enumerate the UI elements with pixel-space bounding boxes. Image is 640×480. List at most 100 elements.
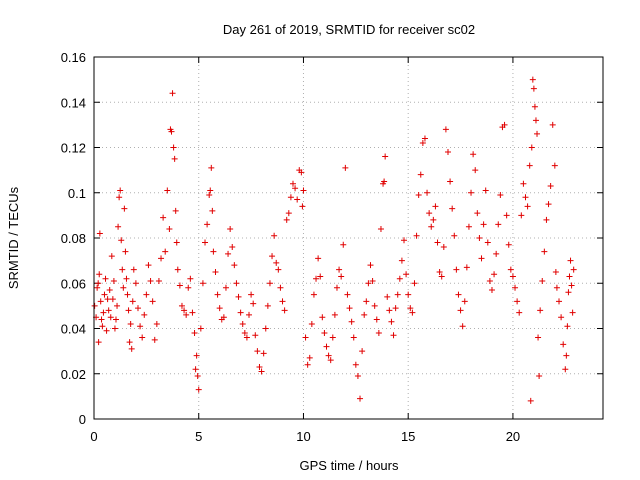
plot-frame [93, 56, 604, 420]
data-point [124, 291, 131, 298]
data-point [319, 314, 326, 321]
data-point [246, 311, 253, 318]
data-point [369, 277, 376, 284]
data-point [419, 139, 426, 146]
data-point [371, 302, 378, 309]
data-point [518, 212, 525, 219]
data-point [254, 348, 261, 355]
x-tick-label: 10 [296, 429, 310, 444]
data-point [432, 203, 439, 210]
data-point [321, 330, 328, 337]
data-point [283, 216, 290, 223]
data-point [338, 273, 345, 280]
data-point [484, 239, 491, 246]
data-point [344, 291, 351, 298]
data-point [440, 244, 447, 251]
data-point [264, 302, 271, 309]
data-point [569, 309, 576, 316]
data-point [505, 241, 512, 248]
x-axis-label: GPS time / hours [300, 458, 399, 473]
data-point [567, 257, 574, 264]
data-point [168, 128, 175, 135]
data-point [403, 271, 410, 278]
data-point [424, 189, 431, 196]
y-tick-label: 0 [79, 412, 86, 427]
data-point [361, 311, 368, 318]
data-point [110, 277, 117, 284]
data-point [95, 280, 102, 287]
data-point [348, 318, 355, 325]
data-point [430, 216, 437, 223]
data-point [181, 307, 188, 314]
data-point [512, 284, 519, 291]
axis-ticks: 0 0.02 0.04 0.06 0.08 0.1 0.12 0.14 0.16 0 5 10 15 20 [61, 50, 603, 444]
data-point [308, 320, 315, 327]
data-point [147, 277, 154, 284]
data-point [532, 117, 539, 124]
data-point [346, 305, 353, 312]
data-point [103, 327, 110, 334]
data-point [212, 268, 219, 275]
data-point [123, 275, 130, 282]
data-point [482, 187, 489, 194]
y-axis-label: SRMTID / TECUs [6, 186, 21, 289]
data-point [465, 223, 472, 230]
data-point [350, 334, 357, 341]
data-point [214, 291, 221, 298]
data-point [470, 151, 477, 158]
data-point [207, 187, 214, 194]
data-point [545, 201, 552, 208]
data-point [457, 307, 464, 314]
data-point [98, 316, 105, 323]
data-point [503, 212, 510, 219]
data-point [522, 194, 529, 201]
data-point [269, 253, 276, 260]
data-point [447, 178, 454, 185]
data-point [195, 386, 202, 393]
data-point [396, 275, 403, 282]
y-tick-label: 0.06 [61, 276, 86, 291]
data-point [552, 268, 559, 275]
data-point [166, 225, 173, 232]
data-point [363, 298, 370, 305]
data-point [527, 397, 534, 404]
data-point [209, 207, 216, 214]
data-point [122, 248, 129, 255]
data-point [220, 314, 227, 321]
data-point [173, 239, 180, 246]
data-point [101, 291, 108, 298]
data-point [222, 284, 229, 291]
data-point [107, 314, 114, 321]
data-point [155, 277, 162, 284]
data-point [411, 280, 418, 287]
data-point [271, 232, 278, 239]
data-point [415, 192, 422, 199]
data-point [568, 282, 575, 289]
data-point [566, 273, 573, 280]
data-point [137, 323, 144, 330]
data-point [192, 366, 199, 373]
data-point [149, 298, 156, 305]
data-point [323, 343, 330, 350]
data-point [407, 305, 414, 312]
data-point [132, 280, 139, 287]
data-point [417, 171, 424, 178]
data-point [394, 291, 401, 298]
data-point [109, 296, 116, 303]
data-point [97, 298, 104, 305]
data-point [331, 311, 338, 318]
data-point [229, 244, 236, 251]
data-point [367, 262, 374, 269]
data-point [287, 194, 294, 201]
data-point [129, 298, 136, 305]
data-point [543, 216, 550, 223]
data-point [117, 187, 124, 194]
y-tick-label: 0.02 [61, 367, 86, 382]
data-point [216, 305, 223, 312]
data-point [531, 103, 538, 110]
data-point [524, 203, 531, 210]
data-point [520, 180, 527, 187]
data-point [302, 334, 309, 341]
y-tick-label: 0.16 [61, 50, 86, 65]
data-point [436, 268, 443, 275]
